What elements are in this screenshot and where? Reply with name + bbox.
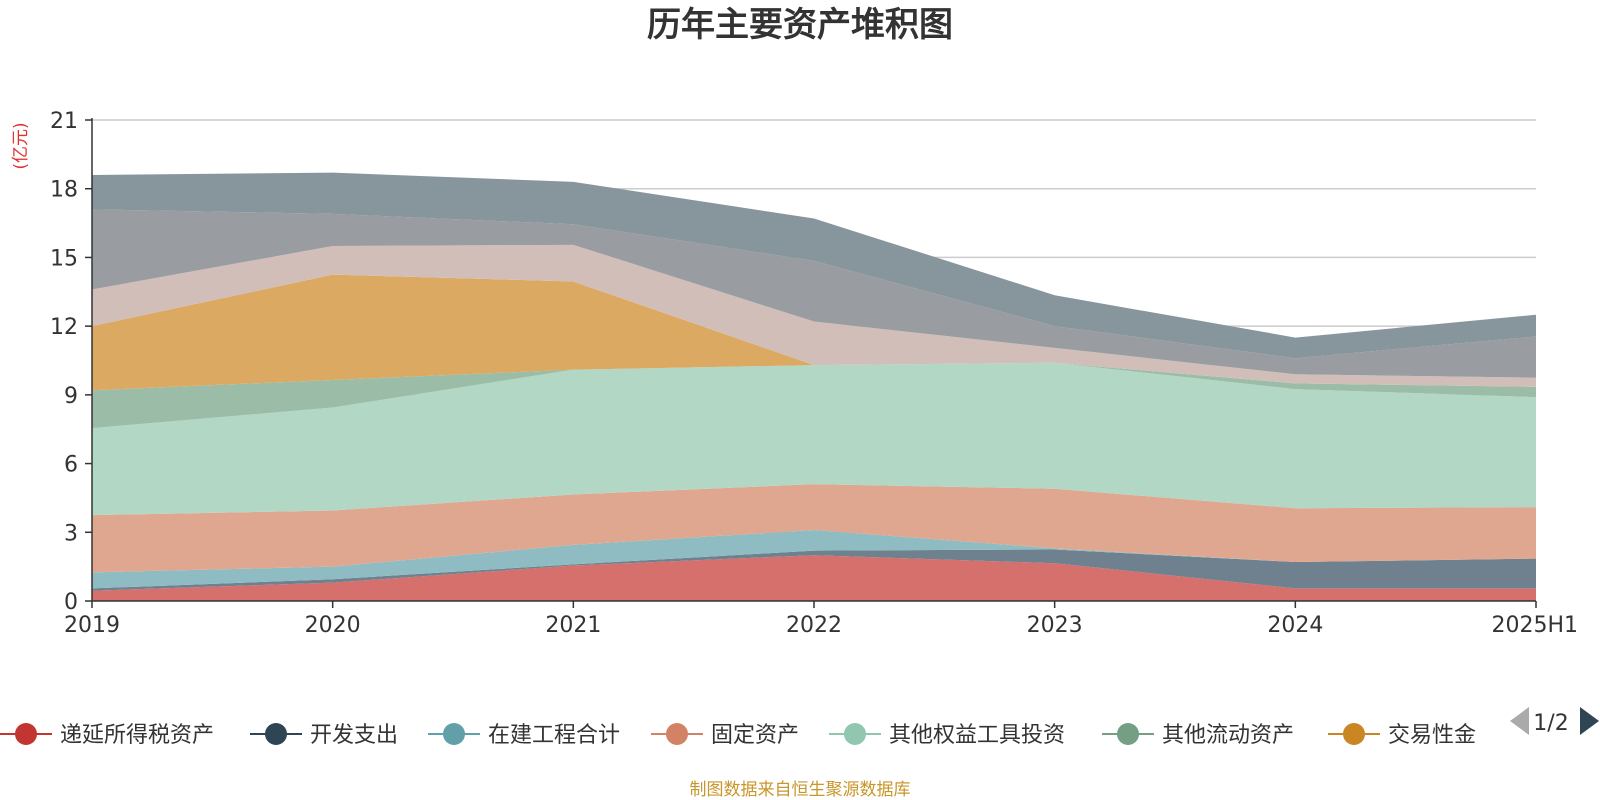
legend-prev-page-icon[interactable] xyxy=(1510,707,1529,735)
legend-label: 开发支出 xyxy=(310,723,398,748)
legend-label: 在建工程合计 xyxy=(488,723,620,748)
y-tick-label: 18 xyxy=(50,178,78,203)
y-tick-label: 21 xyxy=(50,109,78,134)
area-series-5 xyxy=(92,362,1536,516)
legend-marker xyxy=(265,723,287,745)
source-note: 制图数据来自恒生聚源数据库 xyxy=(690,780,911,800)
legend-marker xyxy=(15,723,37,745)
y-tick-label: 3 xyxy=(64,521,78,546)
legend-label: 递延所得税资产 xyxy=(60,723,214,748)
area-series-group xyxy=(92,172,1536,601)
area-series-3 xyxy=(92,529,1536,589)
x-tick-label: 2022 xyxy=(786,613,842,638)
area-series-9 xyxy=(92,209,1536,378)
legend-item[interactable]: 开发支出 xyxy=(250,723,398,748)
legend-item[interactable]: 在建工程合计 xyxy=(428,723,620,748)
legend-item[interactable]: 其他权益工具投资 xyxy=(829,723,1065,748)
area-series-6 xyxy=(92,362,1536,429)
x-tick-label: 2019 xyxy=(64,613,120,638)
legend-label: 交易性金 xyxy=(1388,723,1476,748)
area-series-4 xyxy=(92,484,1536,573)
legend-label: 其他权益工具投资 xyxy=(889,723,1065,748)
legend[interactable]: 递延所得税资产 开发支出 在建工程合计 固定资产 其他权益工具投资 其他流动资产 交易性金 xyxy=(0,723,1476,748)
legend-marker xyxy=(443,723,465,745)
legend-marker xyxy=(1343,723,1365,745)
legend-item[interactable]: 固定资产 xyxy=(651,723,799,748)
area-series-2 xyxy=(92,549,1536,591)
y-tick-label: 9 xyxy=(64,384,78,409)
y-tick-label: 15 xyxy=(50,246,78,271)
x-tick-label: 2021 xyxy=(545,613,601,638)
legend-item[interactable]: 递延所得税资产 xyxy=(0,723,214,748)
axes: 0 3 6 9 12 15 18 21 2019 2020 2021 2022 2023 2024 2025… xyxy=(50,109,1578,638)
legend-marker xyxy=(666,723,688,745)
area-series-8 xyxy=(92,244,1536,387)
x-tick-label: 2023 xyxy=(1027,613,1083,638)
legend-marker xyxy=(844,723,866,745)
area-series-7 xyxy=(92,274,1536,391)
area-series-10 xyxy=(92,172,1536,359)
legend-marker xyxy=(1117,723,1139,745)
y-tick-label: 6 xyxy=(64,453,78,478)
x-tick-label: 2020 xyxy=(305,613,361,638)
legend-item[interactable]: 交易性金 xyxy=(1328,723,1476,748)
chart-title: 历年主要资产堆积图 xyxy=(647,5,953,45)
y-axis-unit-label: (亿元) xyxy=(11,122,31,169)
x-tick-label: 2025H1 xyxy=(1491,613,1578,638)
legend-item[interactable]: 其他流动资产 xyxy=(1102,723,1294,748)
legend-label: 固定资产 xyxy=(711,723,799,748)
area-series-1 xyxy=(92,555,1536,601)
legend-next-page-icon[interactable] xyxy=(1580,707,1599,735)
legend-pager[interactable]: 1/2 xyxy=(1510,707,1599,736)
legend-page-indicator: 1/2 xyxy=(1533,711,1568,736)
y-tick-label: 12 xyxy=(50,315,78,340)
legend-label: 其他流动资产 xyxy=(1162,723,1294,748)
x-tick-label: 2024 xyxy=(1267,613,1323,638)
y-tick-label: 0 xyxy=(64,590,78,615)
